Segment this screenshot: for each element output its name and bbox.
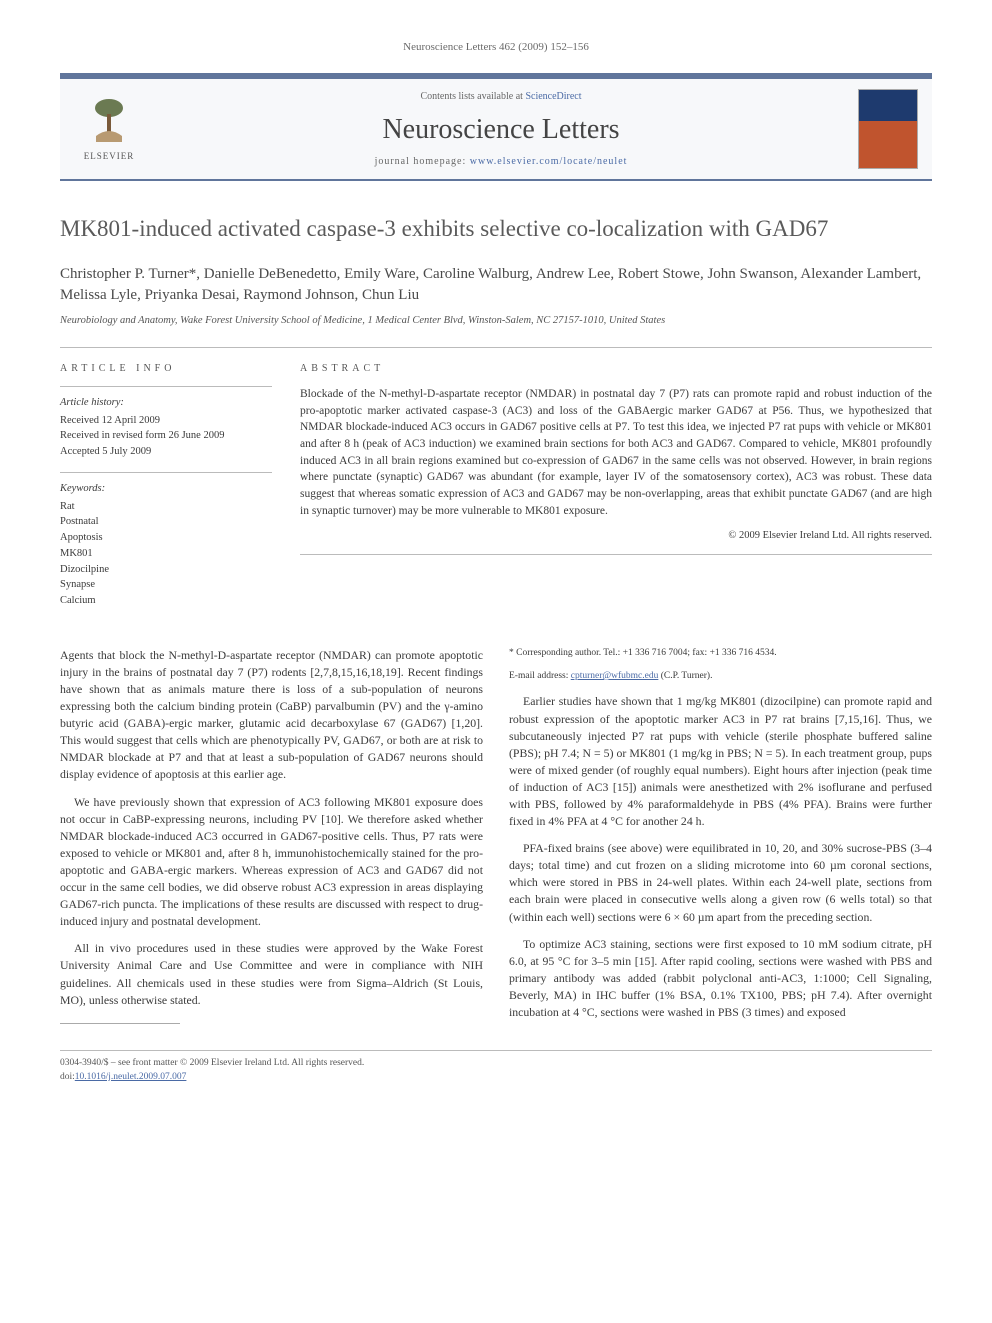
journal-cover-thumb (858, 89, 918, 169)
masthead: ELSEVIER Contents lists available at Sci… (60, 73, 932, 181)
abstract-text: Blockade of the N-methyl-D-aspartate rec… (300, 386, 932, 519)
body-paragraph: Earlier studies have shown that 1 mg/kg … (509, 693, 932, 830)
homepage-line: journal homepage: www.elsevier.com/locat… (160, 155, 842, 169)
keyword: Apoptosis (60, 530, 272, 546)
keywords-block: Keywords: Rat Postnatal Apoptosis MK801 … (60, 472, 272, 609)
article-info-heading: ARTICLE INFO (60, 362, 272, 376)
footnote-separator (60, 1023, 180, 1024)
article-info-column: ARTICLE INFO Article history: Received 1… (60, 362, 272, 621)
page-footer: 0304-3940/$ – see front matter © 2009 El… (60, 1050, 932, 1084)
contents-line: Contents lists available at ScienceDirec… (160, 90, 842, 104)
email-link[interactable]: cpturner@wfubmc.edu (571, 671, 659, 681)
homepage-link[interactable]: www.elsevier.com/locate/neulet (470, 156, 628, 167)
keyword: MK801 (60, 546, 272, 562)
keywords-label: Keywords: (60, 481, 272, 497)
abstract-column: ABSTRACT Blockade of the N-methyl-D-aspa… (300, 362, 932, 621)
doi-line: doi:10.1016/j.neulet.2009.07.007 (60, 1071, 364, 1084)
sciencedirect-link[interactable]: ScienceDirect (525, 91, 581, 102)
homepage-prefix: journal homepage: (375, 156, 470, 167)
body-paragraph: PFA-fixed brains (see above) were equili… (509, 840, 932, 925)
running-head: Neuroscience Letters 462 (2009) 152–156 (60, 40, 932, 55)
author-list: Christopher P. Turner*, Danielle DeBened… (60, 264, 932, 306)
footer-left: 0304-3940/$ – see front matter © 2009 El… (60, 1057, 364, 1084)
article-history-block: Article history: Received 12 April 2009 … (60, 386, 272, 460)
doi-link[interactable]: 10.1016/j.neulet.2009.07.007 (75, 1072, 187, 1082)
contents-prefix: Contents lists available at (420, 91, 525, 102)
body-paragraph: We have previously shown that expression… (60, 794, 483, 931)
body-paragraph: All in vivo procedures used in these stu… (60, 940, 483, 1008)
history-line: Received in revised form 26 June 2009 (60, 428, 272, 444)
abstract-rule (300, 554, 932, 555)
article-title: MK801-induced activated caspase-3 exhibi… (60, 215, 932, 244)
keyword: Dizocilpine (60, 562, 272, 578)
publisher-logo: ELSEVIER (74, 89, 144, 169)
body-paragraph: Agents that block the N-methyl-D-asparta… (60, 647, 483, 784)
keyword: Calcium (60, 593, 272, 609)
email-footnote: E-mail address: cpturner@wfubmc.edu (C.P… (509, 670, 932, 683)
doi-prefix: doi: (60, 1072, 75, 1082)
keyword: Rat (60, 499, 272, 515)
history-line: Accepted 5 July 2009 (60, 444, 272, 460)
affiliation: Neurobiology and Anatomy, Wake Forest Un… (60, 314, 932, 329)
abstract-copyright: © 2009 Elsevier Ireland Ltd. All rights … (300, 529, 932, 544)
body-text: Agents that block the N-methyl-D-asparta… (60, 647, 932, 1031)
keyword: Synapse (60, 577, 272, 593)
email-suffix: (C.P. Turner). (658, 671, 712, 681)
front-matter-line: 0304-3940/$ – see front matter © 2009 El… (60, 1057, 364, 1070)
body-paragraph: To optimize AC3 staining, sections were … (509, 936, 932, 1021)
journal-name: Neuroscience Letters (160, 110, 842, 149)
info-abstract-row: ARTICLE INFO Article history: Received 1… (60, 347, 932, 621)
history-line: Received 12 April 2009 (60, 413, 272, 429)
abstract-heading: ABSTRACT (300, 362, 932, 376)
masthead-center: Contents lists available at ScienceDirec… (160, 90, 842, 169)
publisher-word: ELSEVIER (84, 150, 135, 163)
history-label: Article history: (60, 395, 272, 411)
email-label: E-mail address: (509, 671, 571, 681)
keyword: Postnatal (60, 514, 272, 530)
elsevier-tree-icon (84, 96, 134, 146)
corresponding-author-footnote: * Corresponding author. Tel.: +1 336 716… (509, 647, 932, 660)
